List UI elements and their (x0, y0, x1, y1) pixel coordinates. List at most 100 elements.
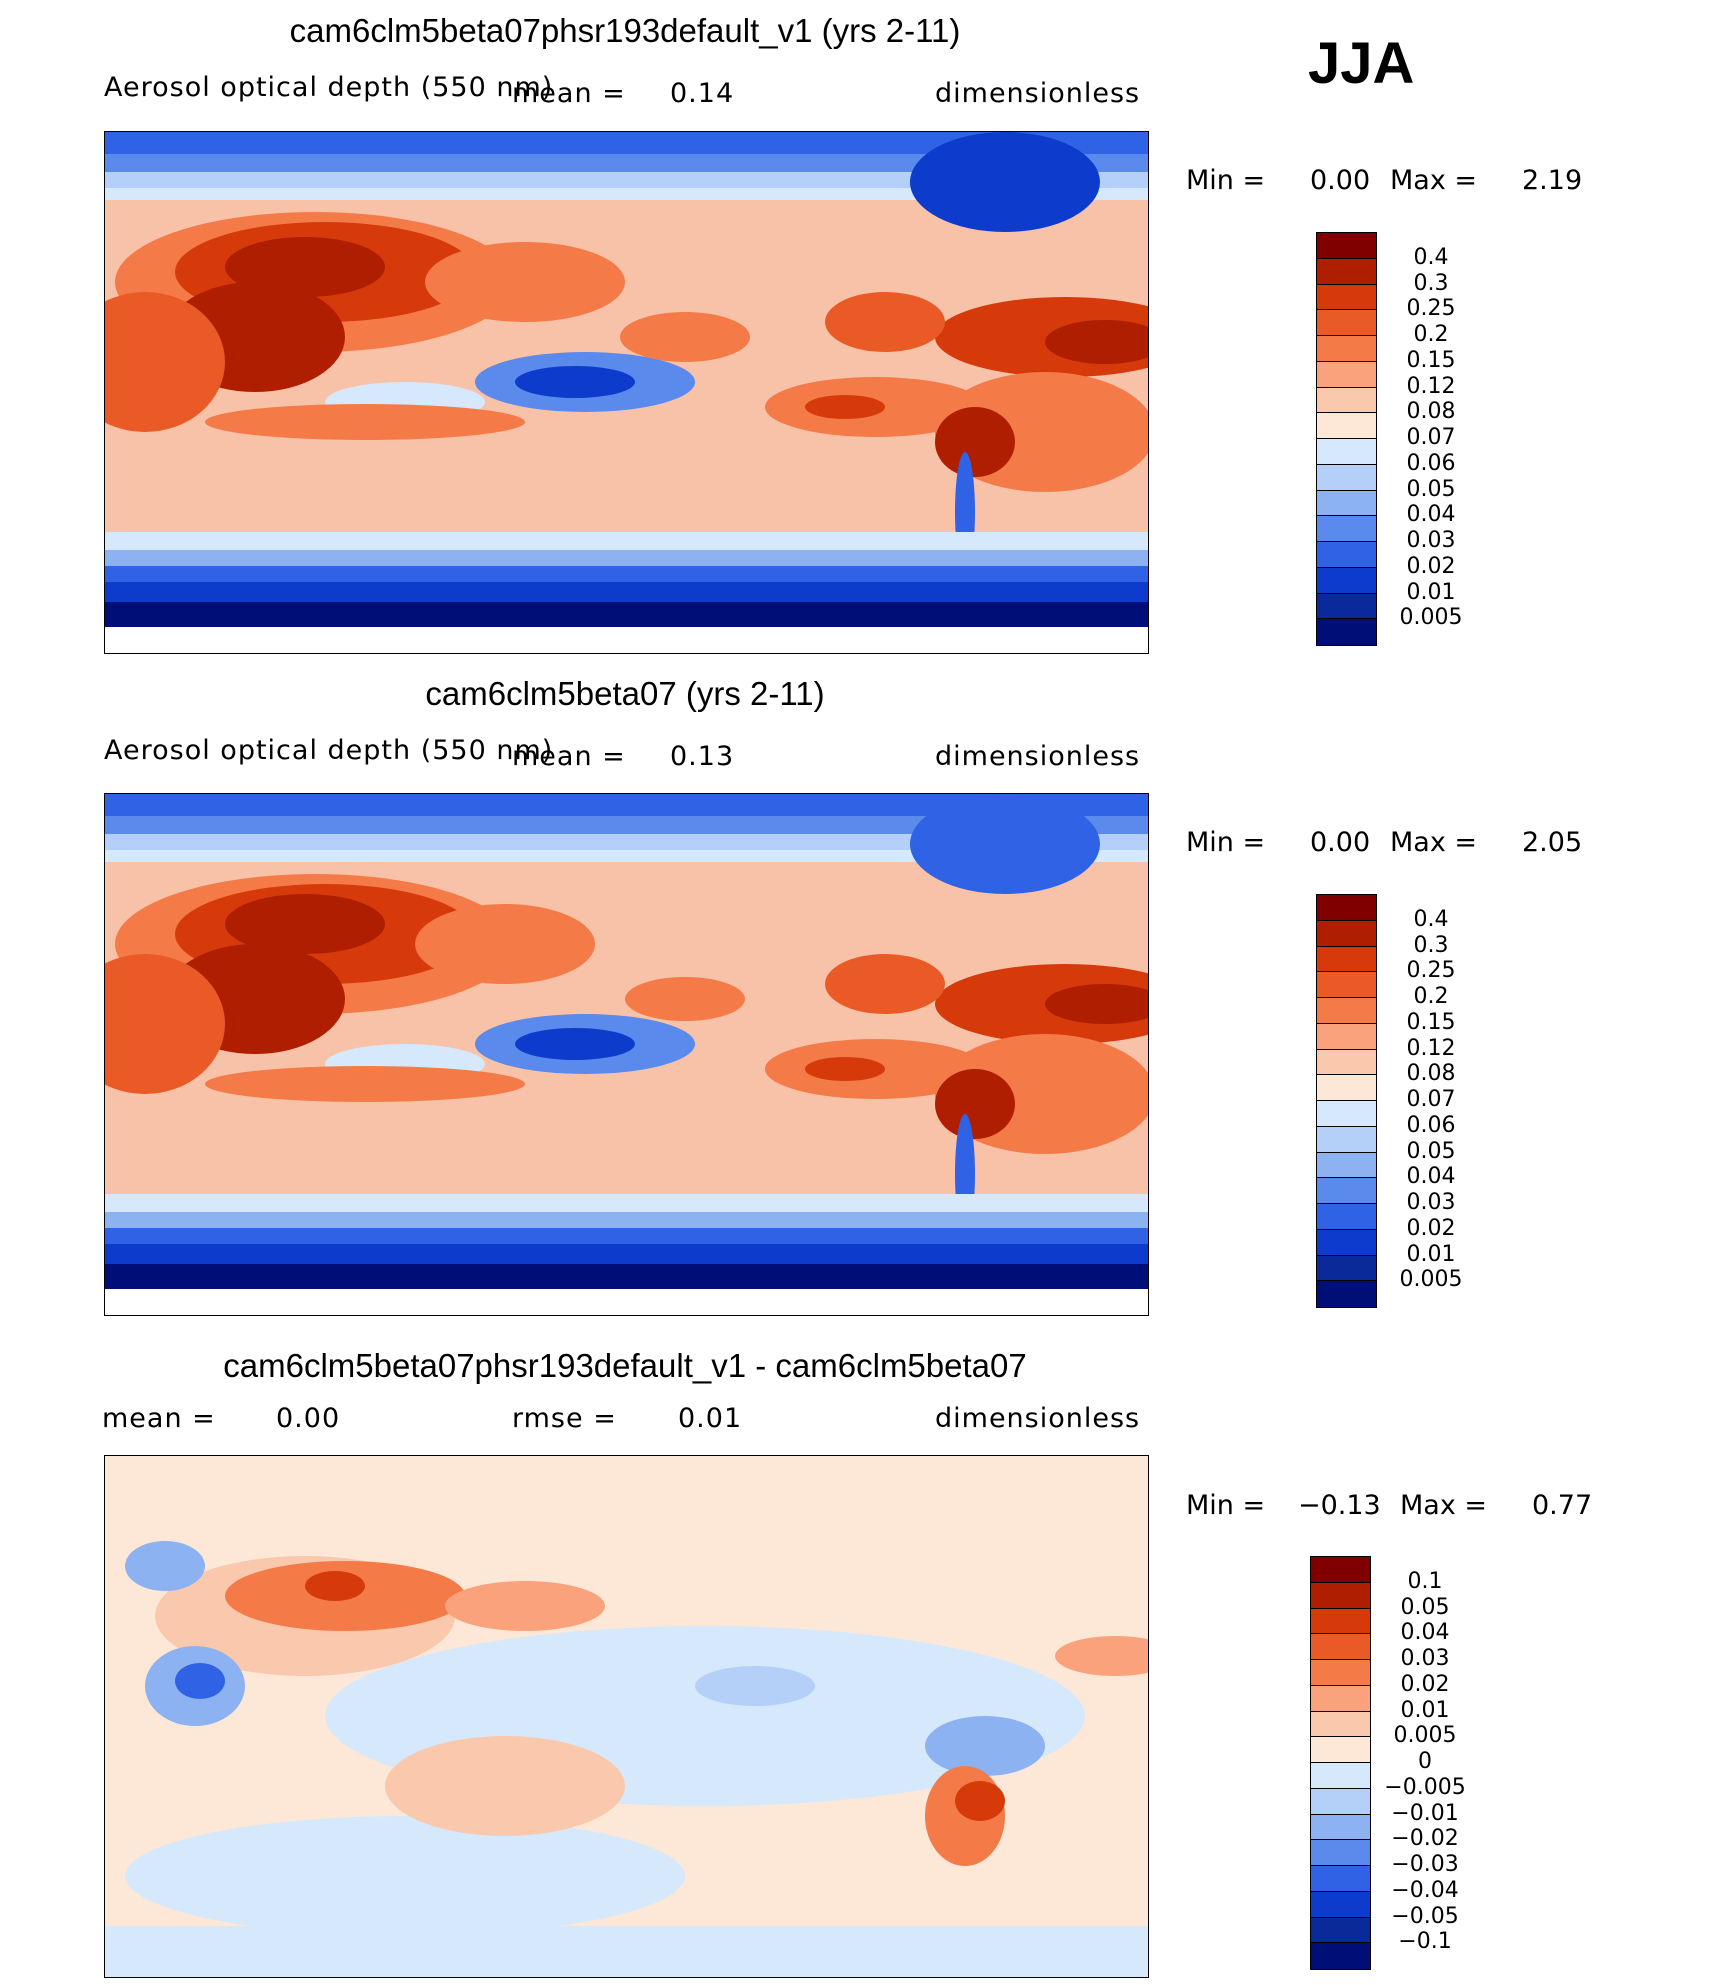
panel1-variable: Aerosol optical depth (550 nm) (104, 72, 554, 103)
colorbar-level-label: 0.4 (1413, 244, 1449, 270)
panel1-title: cam6clm5beta07phsr193default_v1 (yrs 2-1… (289, 12, 961, 49)
colorbar-cell (1317, 593, 1376, 620)
colorbar-cell (1311, 1582, 1370, 1609)
colorbar-level-label: 0.05 (1400, 1594, 1450, 1620)
colorbar-cell (1317, 567, 1376, 594)
colorbar-cell (1317, 920, 1376, 947)
colorbar-level-label: 0.01 (1400, 1697, 1450, 1723)
panel2-colorbar (1316, 894, 1377, 1308)
panel1-min-value: 0.00 (1310, 165, 1371, 196)
panel2-variable: Aerosol optical depth (550 nm) (104, 735, 554, 766)
panel2-max-value: 2.05 (1522, 827, 1583, 858)
colorbar-level-label: 0.08 (1406, 399, 1456, 425)
colorbar-level-label: 0.25 (1406, 296, 1456, 322)
colorbar-level-label: 0.01 (1406, 1241, 1456, 1267)
panel2-units: dimensionless (935, 741, 1141, 772)
panel3-max-label: Max = (1400, 1490, 1488, 1521)
colorbar-level-label: −0.01 (1391, 1800, 1459, 1826)
colorbar-cell (1317, 972, 1376, 998)
colorbar-cell (1311, 1737, 1370, 1763)
panel3-mean-value: 0.00 (276, 1403, 341, 1434)
colorbar-cell (1317, 1229, 1376, 1256)
panel1-min-label: Min = (1186, 165, 1266, 196)
panel2-map (104, 793, 1149, 1316)
colorbar-level-label: 0.005 (1399, 1267, 1463, 1293)
colorbar-level-label: 0.02 (1400, 1671, 1450, 1697)
colorbar-cell (1317, 310, 1376, 336)
colorbar-cell (1317, 516, 1376, 542)
colorbar-cell (1311, 1634, 1370, 1660)
colorbar-level-label: 0.02 (1406, 1215, 1456, 1241)
panel1-mean-value: 0.14 (670, 78, 735, 109)
panel2-min-value: 0.00 (1310, 827, 1371, 858)
colorbar-cell (1317, 1281, 1376, 1307)
colorbar-cell (1317, 1075, 1376, 1101)
panel2-max-label: Max = (1390, 827, 1478, 858)
panel3-rmse-value: 0.01 (678, 1403, 743, 1434)
panel3-min-label: Min = (1186, 1490, 1266, 1521)
colorbar-cell (1317, 619, 1376, 645)
colorbar-level-label: −0.1 (1398, 1929, 1452, 1955)
colorbar-level-label: 0.005 (1399, 605, 1463, 631)
colorbar-level-label: 0.02 (1406, 553, 1456, 579)
panel3-colorbar (1310, 1556, 1371, 1970)
colorbar-cell (1317, 439, 1376, 465)
colorbar-level-label: 0.06 (1406, 450, 1456, 476)
colorbar-level-label: 0.2 (1413, 984, 1449, 1009)
colorbar-level-label: 0.15 (1406, 1009, 1456, 1035)
colorbar-cell (1311, 1685, 1370, 1712)
colorbar-level-label: 0.03 (1406, 528, 1456, 553)
colorbar-cell (1317, 998, 1376, 1024)
colorbar-level-label: 0.1 (1407, 1568, 1443, 1594)
colorbar-cell (1311, 1763, 1370, 1789)
colorbar-cell (1311, 1814, 1370, 1841)
panel3-title: cam6clm5beta07phsr193default_v1 - cam6cl… (223, 1347, 1027, 1384)
colorbar-level-label: −0.04 (1391, 1877, 1459, 1903)
colorbar-level-label: 0 (1418, 1749, 1432, 1774)
colorbar-cell (1317, 464, 1376, 491)
panel2-mean-value: 0.13 (670, 741, 735, 772)
colorbar-cell (1311, 1891, 1370, 1918)
colorbar-level-label: −0.03 (1391, 1852, 1459, 1877)
colorbar-cell (1317, 258, 1376, 285)
colorbar-level-label: 0.05 (1406, 476, 1456, 502)
colorbar-cell (1317, 1126, 1376, 1153)
panel1-mean-label: mean = (512, 78, 626, 109)
colorbar-cell (1317, 233, 1376, 259)
colorbar-level-label: 0.08 (1406, 1061, 1456, 1087)
colorbar-level-label: 0.04 (1406, 1164, 1456, 1190)
colorbar-cell (1311, 1943, 1370, 1969)
season-label: JJA (1308, 31, 1415, 96)
colorbar-cell (1317, 490, 1376, 517)
panel3-map (104, 1455, 1149, 1978)
panel2-title: cam6clm5beta07 (yrs 2-11) (425, 675, 825, 712)
colorbar-level-label: 0.005 (1393, 1723, 1457, 1749)
colorbar-level-label: 0.4 (1413, 906, 1449, 932)
colorbar-cell (1311, 1866, 1370, 1892)
panel1-units: dimensionless (935, 78, 1141, 109)
colorbar-cell (1317, 946, 1376, 973)
panel3-max-value: 0.77 (1532, 1490, 1593, 1521)
colorbar-level-label: 0.07 (1406, 425, 1456, 450)
colorbar-cell (1317, 895, 1376, 921)
panel2-mean-label: mean = (512, 741, 626, 772)
panel3-mean-label: mean = (102, 1403, 216, 1434)
colorbar-cell (1317, 387, 1376, 414)
colorbar-level-label: 0.3 (1413, 932, 1449, 958)
colorbar-cell (1317, 336, 1376, 362)
colorbar-cell (1317, 1049, 1376, 1076)
colorbar-cell (1311, 1788, 1370, 1815)
colorbar-cell (1317, 413, 1376, 439)
colorbar-cell (1317, 1023, 1376, 1050)
colorbar-cell (1311, 1608, 1370, 1635)
colorbar-level-label: 0.3 (1413, 270, 1449, 296)
panel3-map-field (105, 1456, 1148, 1977)
colorbar-level-label: 0.2 (1413, 322, 1449, 347)
colorbar-level-label: 0.07 (1406, 1087, 1456, 1112)
colorbar-level-label: −0.05 (1391, 1903, 1459, 1929)
colorbar-cell (1317, 284, 1376, 311)
colorbar-cell (1311, 1660, 1370, 1686)
colorbar-level-label: 0.12 (1406, 373, 1456, 399)
panel2-map-field (105, 794, 1148, 1315)
colorbar-level-label: 0.12 (1406, 1035, 1456, 1061)
